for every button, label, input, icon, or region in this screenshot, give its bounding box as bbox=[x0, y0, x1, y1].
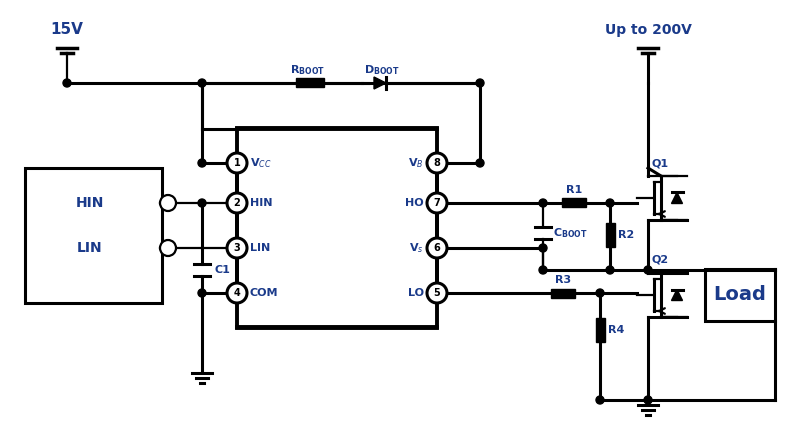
Polygon shape bbox=[374, 77, 386, 89]
Circle shape bbox=[476, 159, 484, 167]
Circle shape bbox=[596, 289, 604, 297]
Text: V$_s$: V$_s$ bbox=[410, 241, 424, 255]
Circle shape bbox=[539, 244, 547, 252]
Bar bbox=[595, 318, 605, 342]
Text: Load: Load bbox=[714, 285, 766, 305]
Text: 2: 2 bbox=[234, 198, 240, 208]
Text: 3: 3 bbox=[234, 243, 240, 253]
Text: V$_B$: V$_B$ bbox=[409, 156, 424, 170]
Circle shape bbox=[427, 153, 447, 173]
Bar bbox=[562, 198, 586, 207]
Text: 5: 5 bbox=[434, 288, 440, 298]
Text: LO: LO bbox=[408, 288, 424, 298]
Text: HIN: HIN bbox=[76, 196, 104, 210]
Circle shape bbox=[606, 199, 614, 207]
Circle shape bbox=[476, 79, 484, 87]
Circle shape bbox=[644, 266, 652, 274]
Text: 6: 6 bbox=[434, 243, 440, 253]
Circle shape bbox=[539, 199, 547, 207]
Circle shape bbox=[227, 193, 247, 213]
Circle shape bbox=[227, 283, 247, 303]
Bar bbox=[296, 79, 324, 87]
Circle shape bbox=[63, 79, 71, 87]
Text: 7: 7 bbox=[434, 198, 440, 208]
Circle shape bbox=[198, 199, 206, 207]
Text: COM: COM bbox=[250, 288, 278, 298]
Polygon shape bbox=[671, 193, 682, 203]
Bar bbox=[237, 128, 437, 328]
Polygon shape bbox=[671, 289, 682, 301]
Text: R3: R3 bbox=[555, 275, 571, 285]
Text: HO: HO bbox=[406, 198, 424, 208]
Text: C$_{\mathbf{BOOT}}$: C$_{\mathbf{BOOT}}$ bbox=[553, 226, 587, 240]
Bar bbox=[551, 289, 575, 297]
Text: C1: C1 bbox=[214, 265, 230, 275]
Circle shape bbox=[427, 283, 447, 303]
Bar bbox=[606, 223, 614, 247]
Circle shape bbox=[427, 193, 447, 213]
Circle shape bbox=[539, 266, 547, 274]
Circle shape bbox=[227, 238, 247, 258]
Text: 4: 4 bbox=[234, 288, 240, 298]
Circle shape bbox=[606, 266, 614, 274]
Text: LIN: LIN bbox=[77, 241, 103, 255]
Circle shape bbox=[160, 240, 176, 256]
Circle shape bbox=[198, 289, 206, 297]
Circle shape bbox=[427, 238, 447, 258]
Text: V$_{CC}$: V$_{CC}$ bbox=[250, 156, 271, 170]
Text: Up to 200V: Up to 200V bbox=[605, 23, 691, 37]
Bar bbox=[25, 168, 162, 303]
Text: HIN: HIN bbox=[250, 198, 273, 208]
Text: R4: R4 bbox=[608, 325, 624, 335]
Text: Q2: Q2 bbox=[651, 255, 669, 265]
Text: Q1: Q1 bbox=[651, 158, 669, 168]
Circle shape bbox=[198, 79, 206, 87]
Bar bbox=[705, 269, 775, 321]
Text: LIN: LIN bbox=[250, 243, 270, 253]
Circle shape bbox=[160, 195, 176, 211]
Text: R$_{\mathbf{BOOT}}$: R$_{\mathbf{BOOT}}$ bbox=[290, 63, 326, 77]
Text: R1: R1 bbox=[566, 185, 582, 195]
Circle shape bbox=[198, 159, 206, 167]
Text: 1: 1 bbox=[234, 158, 240, 168]
Text: R2: R2 bbox=[618, 230, 634, 240]
Circle shape bbox=[644, 396, 652, 404]
Circle shape bbox=[596, 396, 604, 404]
Text: 15V: 15V bbox=[50, 23, 83, 37]
Text: 8: 8 bbox=[434, 158, 441, 168]
Circle shape bbox=[227, 153, 247, 173]
Text: D$_{\mathbf{BOOT}}$: D$_{\mathbf{BOOT}}$ bbox=[364, 63, 400, 77]
